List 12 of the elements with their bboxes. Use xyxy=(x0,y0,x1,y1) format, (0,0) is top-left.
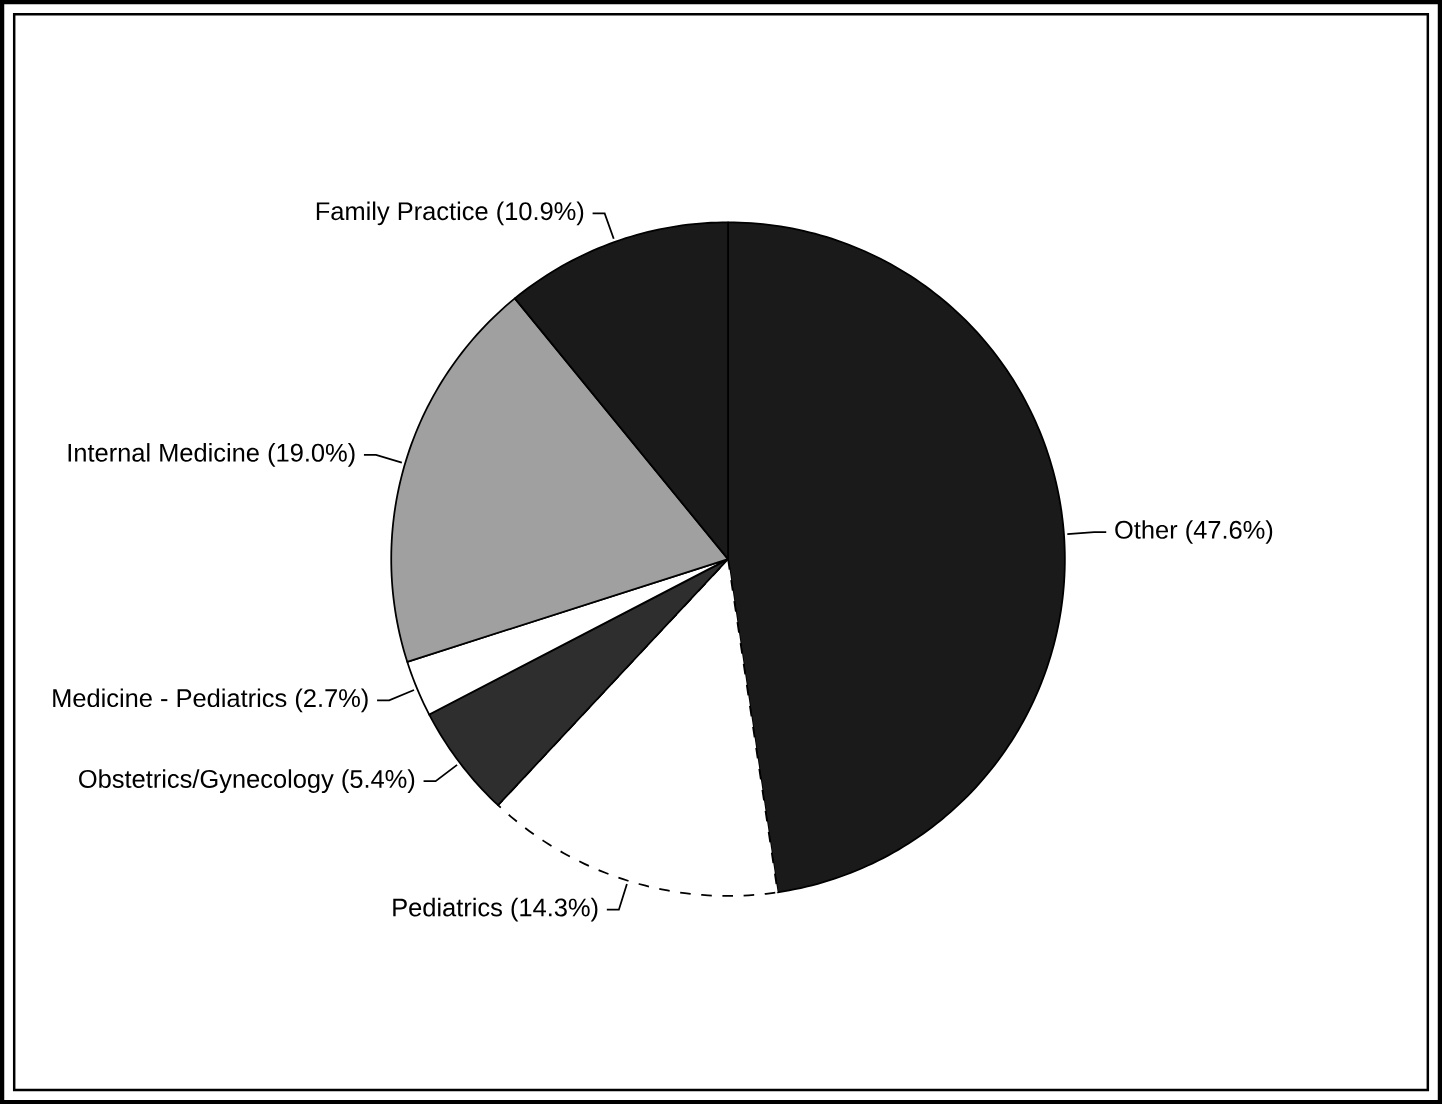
data-label: (14.3%) xyxy=(511,897,598,922)
data-label: (19.0%) xyxy=(268,442,355,467)
slice-label: Pediatrics xyxy=(393,897,502,917)
data-label: (47.6%) xyxy=(1186,520,1273,544)
slice-label: Internal Medicine xyxy=(68,442,259,462)
slice-label: Medicine - Pediatrics xyxy=(53,688,287,708)
data-label: (2.7%) xyxy=(295,688,368,713)
slice-label: Family Practice xyxy=(316,201,488,226)
slice-label: Other xyxy=(1115,520,1178,539)
slice-label: Obstetrics/Gynecology xyxy=(79,769,334,793)
data-label: (10.9%) xyxy=(497,201,584,226)
data-label: (5.4%) xyxy=(342,769,415,793)
